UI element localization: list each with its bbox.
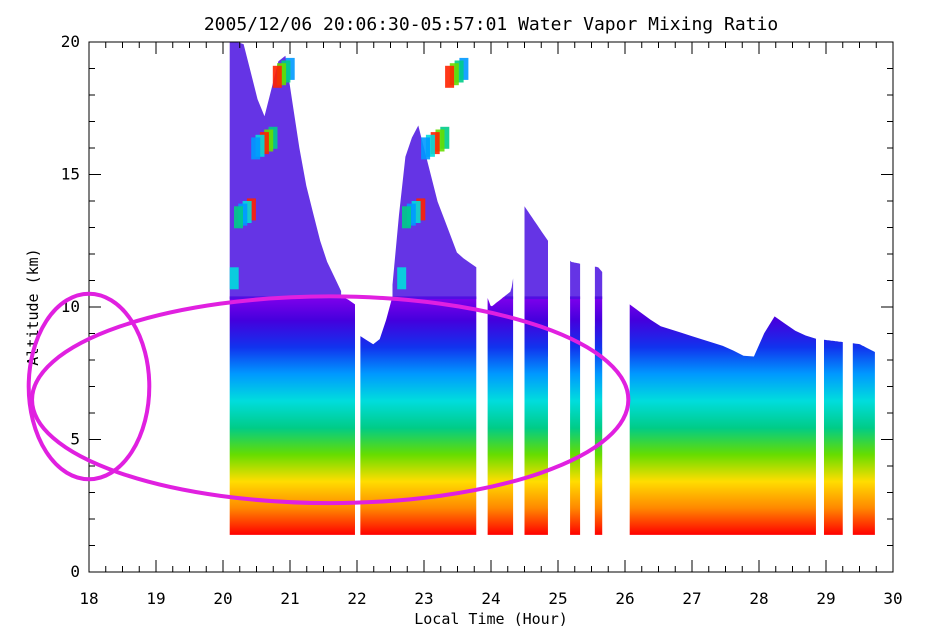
data-segment	[229, 296, 355, 535]
heatmap-data	[229, 42, 875, 535]
data-segment	[524, 296, 548, 535]
upper-region	[392, 125, 477, 300]
upper-patch	[454, 60, 464, 83]
y-tick-label: 5	[70, 430, 80, 449]
x-tick-label: 18	[79, 589, 98, 608]
upper-region	[594, 266, 603, 300]
upper-patch	[459, 57, 469, 80]
upper-region	[504, 278, 514, 300]
upper-patch	[406, 203, 416, 226]
upper-patch	[421, 137, 431, 160]
x-tick-label: 27	[682, 589, 701, 608]
x-tick-label: 30	[883, 589, 902, 608]
x-tick-label: 21	[280, 589, 299, 608]
upper-patch	[234, 206, 243, 229]
upper-patch	[425, 134, 435, 157]
upper-patch	[411, 201, 421, 223]
upper-region	[524, 206, 548, 300]
upper-patch	[445, 65, 455, 88]
x-tick-label: 23	[414, 589, 433, 608]
data-segment	[852, 343, 875, 535]
chart-title: 2005/12/06 20:06:30-05:57:01 Water Vapor…	[204, 14, 778, 35]
data-segment	[594, 296, 603, 535]
upper-patch	[229, 267, 239, 290]
x-tick-label: 24	[481, 589, 500, 608]
x-tick-label: 28	[749, 589, 768, 608]
x-tick-label: 19	[146, 589, 165, 608]
data-segment	[360, 296, 477, 535]
y-tick-label: 0	[70, 562, 80, 581]
upper-patch	[449, 63, 459, 86]
annotation-ellipse	[26, 291, 152, 482]
upper-patch	[397, 267, 407, 290]
data-segment	[570, 296, 581, 535]
data-segment	[629, 304, 816, 535]
annotations	[26, 291, 631, 506]
x-tick-label: 22	[347, 589, 366, 608]
upper-patch	[272, 65, 282, 88]
x-tick-label: 25	[548, 589, 567, 608]
y-tick-label: 20	[61, 32, 80, 51]
x-tick-label: 26	[615, 589, 634, 608]
upper-patch	[251, 137, 261, 160]
data-segment	[823, 339, 843, 535]
upper-patch	[416, 198, 426, 221]
annotation-ellipse	[30, 294, 631, 506]
x-tick-label: 20	[213, 589, 232, 608]
x-tick-label: 29	[816, 589, 835, 608]
upper-patch	[430, 132, 440, 155]
upper-region	[570, 260, 581, 300]
y-tick-label: 15	[61, 165, 80, 184]
upper-patch	[440, 126, 450, 149]
x-axis-label: Local Time (Hour)	[414, 610, 568, 628]
upper-patch	[402, 206, 411, 229]
upper-patch	[435, 129, 445, 152]
upper-region	[229, 42, 342, 300]
data-segment	[487, 296, 514, 535]
